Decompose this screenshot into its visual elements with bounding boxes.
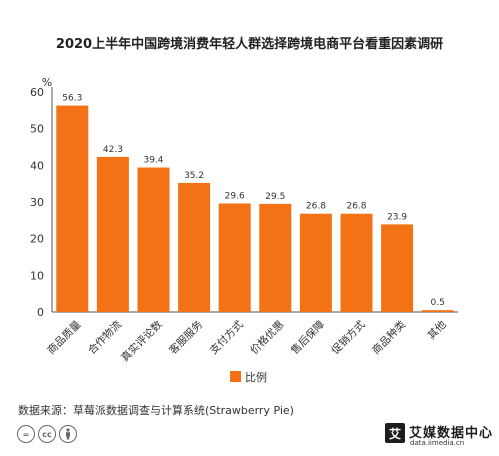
brand-mark: 艾 [385, 423, 405, 443]
data-label: 26.8 [306, 202, 326, 212]
equals-icon: = [17, 425, 35, 443]
legend-label: 比例 [245, 370, 267, 384]
bar [218, 203, 251, 312]
cc-icon: cc [38, 425, 56, 443]
x-tick-label: 支付方式 [207, 318, 246, 357]
data-label: 29.5 [265, 192, 285, 202]
y-tick-label: 10 [30, 269, 44, 282]
x-tick-label: 客服服务 [166, 318, 205, 357]
brand-logo: 艾 艾媒数据中心 data.iimedia.cn [385, 416, 492, 452]
legend-swatch [230, 371, 241, 382]
by-icon [59, 425, 77, 443]
y-tick-label: 60 [30, 86, 44, 99]
brand-url: data.iimedia.cn [410, 439, 465, 447]
bar [340, 213, 373, 312]
x-tick-label: 真实评论数 [118, 318, 165, 365]
y-tick-label: 20 [30, 233, 44, 246]
data-label: 26.8 [346, 202, 366, 212]
data-label: 42.3 [103, 145, 123, 155]
x-tick-label: 其他 [425, 318, 449, 342]
bar-chart: % 0 10 20 30 40 50 60 56.3 商品质量 42.3 合作物流 39.4 真实评论数 3… [30, 76, 458, 384]
x-tick-label: 售后保障 [288, 318, 327, 357]
bar [259, 203, 292, 312]
bar [381, 224, 414, 312]
x-tick-label: 合作物流 [85, 318, 124, 357]
bar [96, 156, 129, 312]
x-tick-label: 商品种类 [369, 318, 408, 357]
data-label: 35.2 [184, 171, 204, 181]
data-label: 29.6 [225, 191, 245, 201]
x-tick-label: 价格优惠 [248, 318, 287, 357]
license-icons: = cc [17, 425, 77, 443]
x-tick-label: 促销方式 [329, 318, 368, 357]
data-label: 0.5 [431, 298, 445, 308]
data-label: 23.9 [387, 212, 407, 222]
bar [137, 167, 170, 312]
y-axis-unit: % [42, 76, 52, 89]
bar [299, 213, 332, 312]
y-tick-label: 40 [30, 159, 44, 172]
y-tick-label: 30 [30, 196, 44, 209]
data-label: 56.3 [62, 94, 82, 104]
bar [421, 310, 454, 312]
bar [178, 182, 211, 312]
x-tick-label: 商品质量 [45, 318, 84, 357]
data-label: 39.4 [143, 156, 163, 166]
brand-name: 艾媒数据中心 [409, 426, 494, 441]
bar [56, 105, 89, 312]
y-tick-label: 0 [37, 306, 44, 319]
chart-title: 2020上半年中国跨境消费年轻人群选择跨境电商平台看重因素调研 [55, 37, 444, 52]
y-tick-label: 50 [30, 123, 44, 136]
source-note: 数据来源：草莓派数据调查与计算系统(Strawberry Pie) [18, 404, 294, 417]
